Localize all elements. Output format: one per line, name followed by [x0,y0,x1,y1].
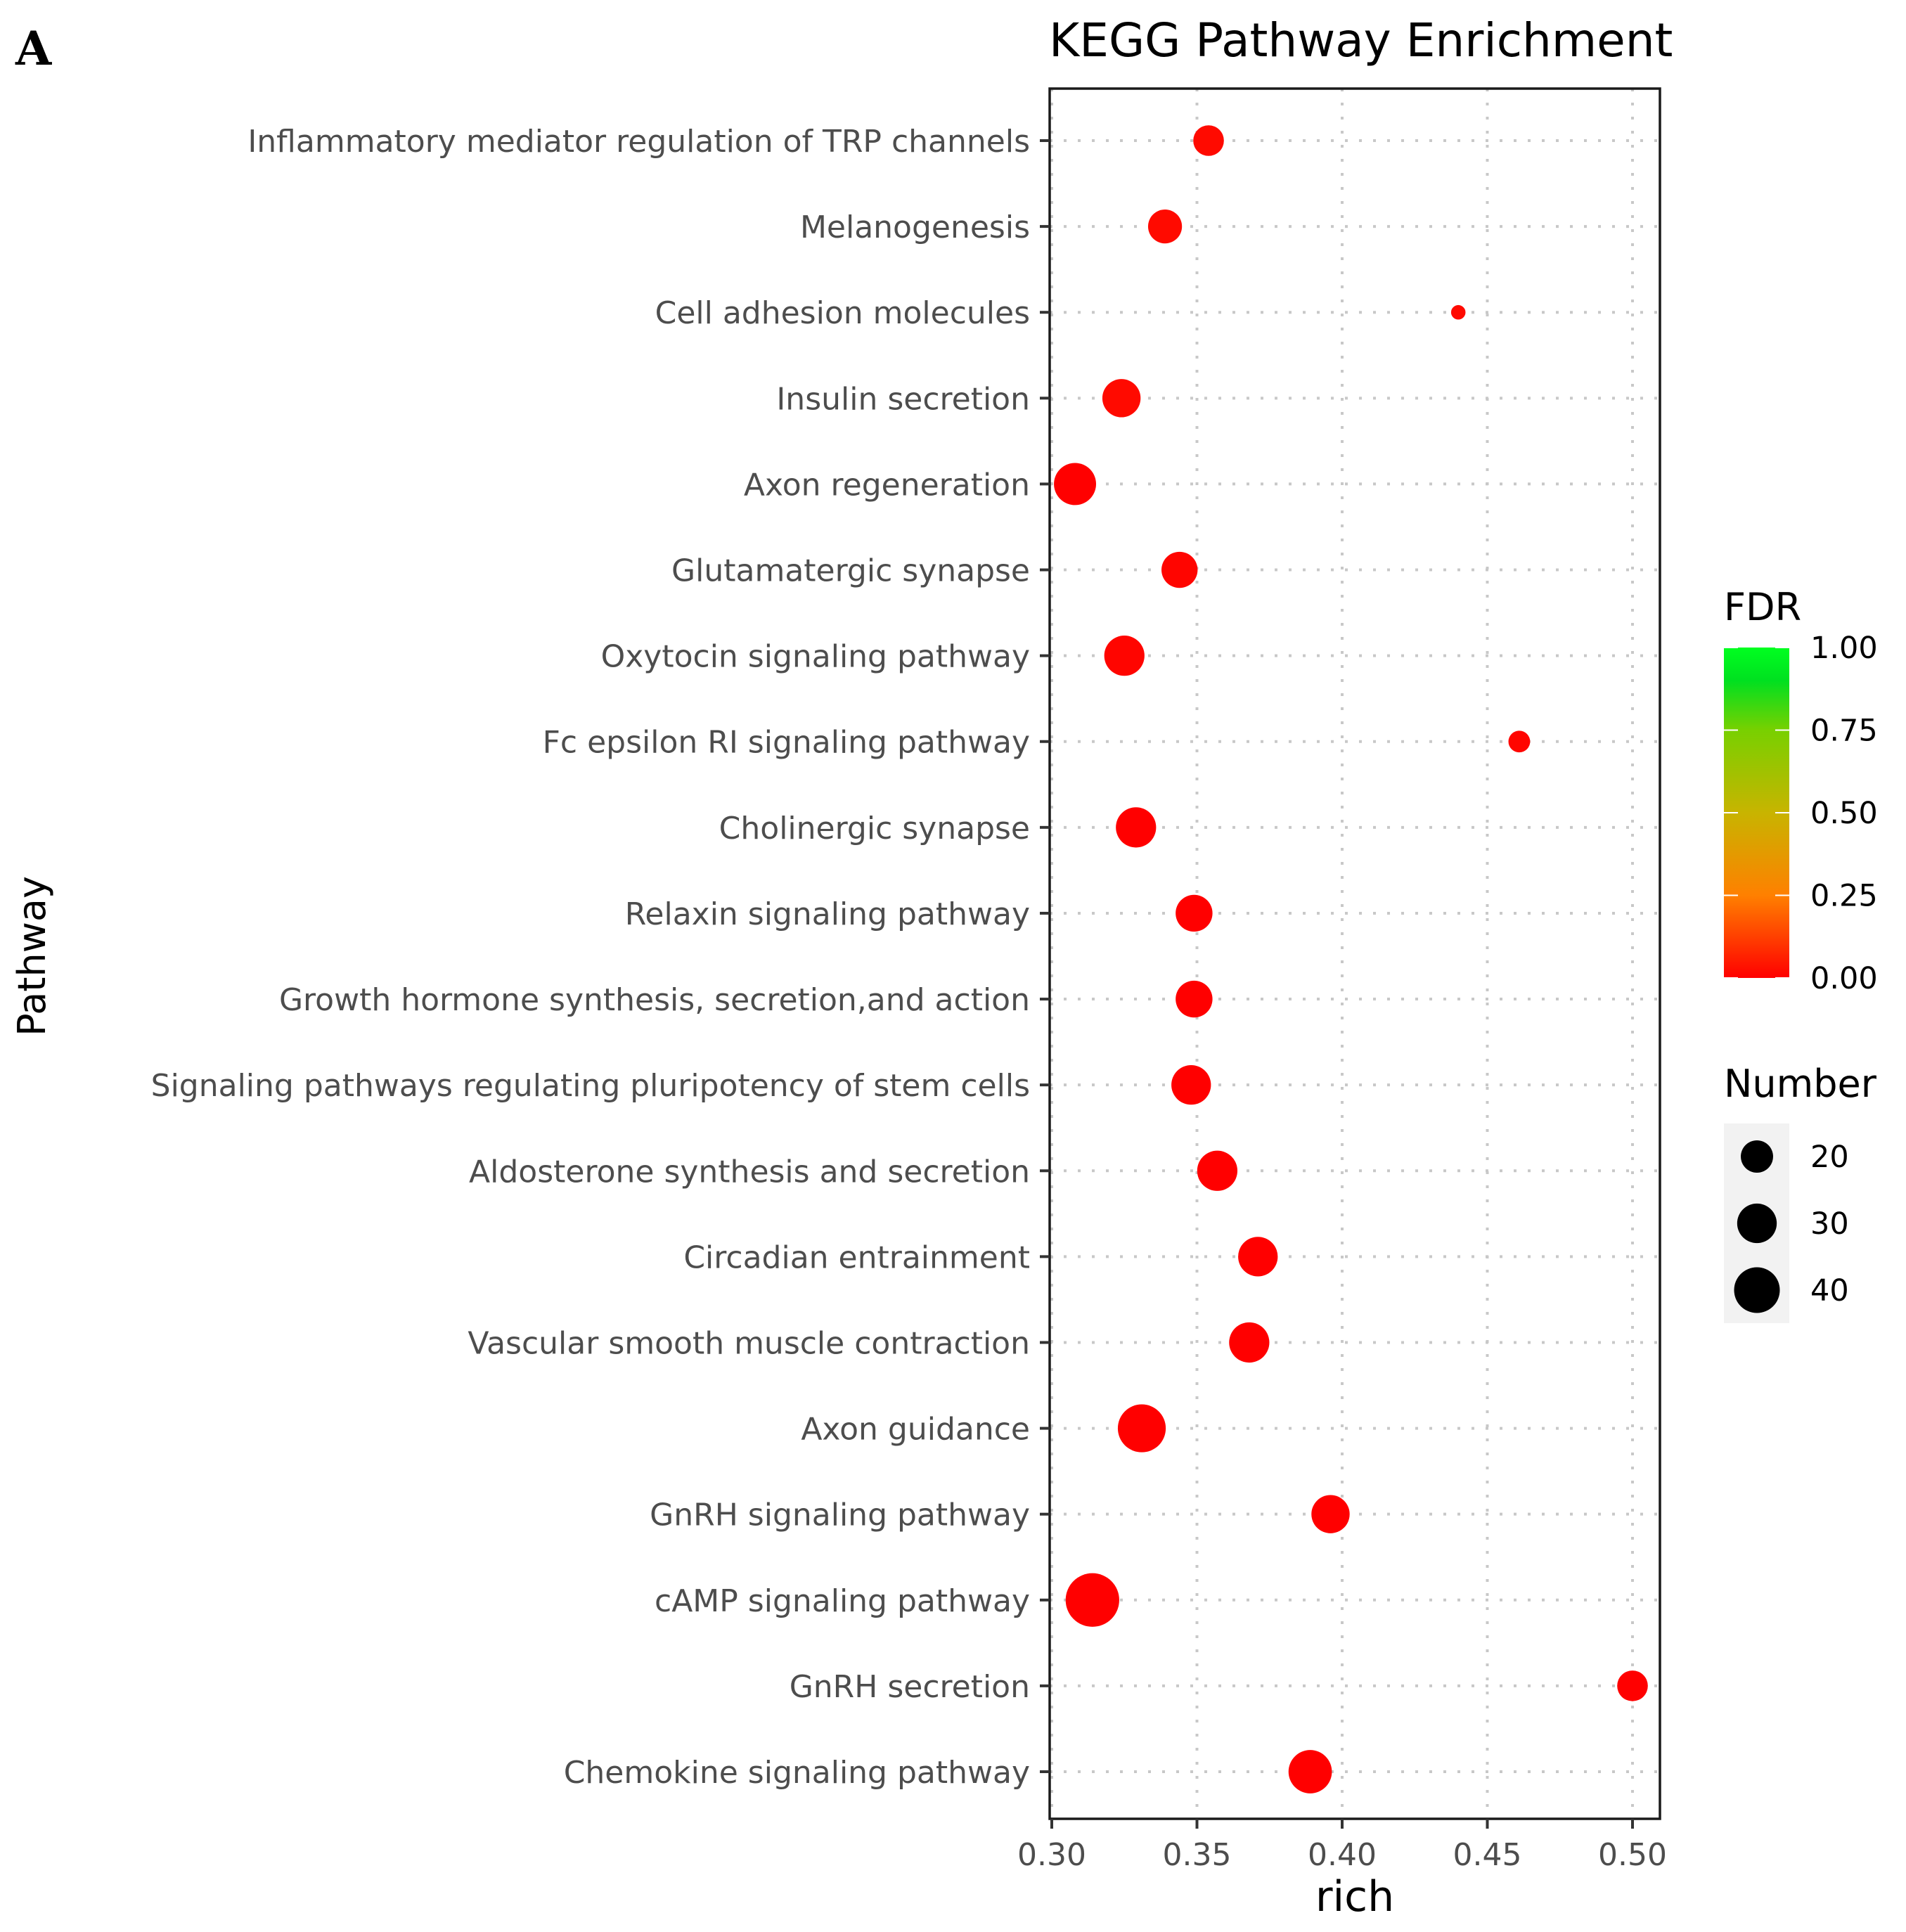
y-tick-label: Signaling pathways regulating pluripoten… [151,1068,1030,1104]
y-tick-label: Aldosterone synthesis and secretion [469,1154,1030,1190]
data-point [1171,1065,1211,1105]
number-legend-key [1737,1203,1777,1244]
panel-label: A [15,21,52,76]
data-point [1197,1150,1238,1191]
data-point [1054,463,1097,505]
data-point [1311,1495,1350,1533]
y-tick-label: Cell adhesion molecules [655,295,1030,331]
fdr-color-legend: FDR 1.00 0.75 0.50 0.25 0.00 [1724,585,1878,996]
x-tick-label: 0.35 [1163,1837,1232,1873]
fdr-legend-title: FDR [1724,585,1801,629]
data-point [1104,636,1145,676]
data-point [1176,980,1213,1018]
data-points [1054,125,1648,1793]
number-legend-key [1734,1267,1780,1313]
y-axis-title: Pathway [10,876,54,1036]
y-tick-label: Axon guidance [801,1412,1030,1448]
x-tick-label: 0.50 [1598,1837,1667,1873]
number-legend-label: 20 [1810,1140,1849,1175]
data-point [1117,1404,1166,1453]
number-legend-key [1741,1140,1773,1173]
fdr-tick-label: 1.00 [1810,631,1878,666]
data-point [1288,1750,1332,1793]
y-tick-label: Glutamatergic synapse [671,553,1030,589]
y-tick-label: GnRH signaling pathway [650,1498,1030,1533]
data-point [1229,1322,1270,1363]
chart-title: KEGG Pathway Enrichment [1049,13,1673,67]
number-legend-label: 30 [1810,1206,1849,1242]
y-tick-label: Relaxin signaling pathway [625,896,1030,932]
data-point [1161,551,1198,588]
number-legend-label: 40 [1810,1273,1849,1308]
data-point [1193,125,1224,156]
plot-panel-border [1048,87,1661,1820]
y-tick-label: Chemokine signaling pathway [564,1755,1030,1791]
data-point [1617,1670,1648,1701]
fdr-tick-label: 0.75 [1810,714,1878,749]
x-tick-label: 0.45 [1453,1837,1522,1873]
fdr-tick-label: 0.00 [1810,961,1878,996]
number-legend-title: Number [1724,1062,1877,1106]
data-point [1450,304,1466,320]
data-point [1147,209,1183,244]
y-tick-label: Vascular smooth muscle contraction [468,1325,1030,1361]
x-tick-label: 0.40 [1308,1837,1377,1873]
data-point [1508,730,1531,753]
y-tick-label: Melanogenesis [800,210,1030,245]
y-tick-label: Oxytocin signaling pathway [601,639,1030,675]
y-tick-label: cAMP signaling pathway [655,1583,1030,1619]
x-axis-title: rich [1315,1872,1394,1921]
data-point [1116,807,1157,848]
data-point [1238,1237,1278,1277]
x-tick-label: 0.30 [1017,1837,1086,1873]
data-point [1102,379,1141,418]
y-tick-label: GnRH secretion [790,1669,1030,1705]
data-point [1176,894,1213,932]
fdr-tick-label: 0.50 [1810,796,1878,831]
y-tick-label: Cholinergic synapse [719,811,1030,846]
y-tick-label: Insulin secretion [776,381,1030,417]
fdr-tick-label: 0.25 [1810,879,1878,914]
y-tick-label: Growth hormone synthesis, secretion,and … [279,982,1030,1018]
y-tick-label: Inflammatory mediator regulation of TRP … [247,124,1030,160]
y-tick-label: Axon regeneration [744,467,1030,503]
number-size-legend: Number 20 30 40 [1724,1062,1877,1323]
y-tick-label: Fc epsilon RI signaling pathway [543,725,1030,761]
x-axis: 0.30 0.35 0.40 0.45 0.50 [1017,1819,1667,1873]
y-axis: Inflammatory mediator regulation of TRP … [151,124,1050,1791]
gridlines [1050,89,1660,1819]
y-tick-label: Circadian entrainment [683,1239,1030,1275]
data-point [1065,1573,1119,1627]
